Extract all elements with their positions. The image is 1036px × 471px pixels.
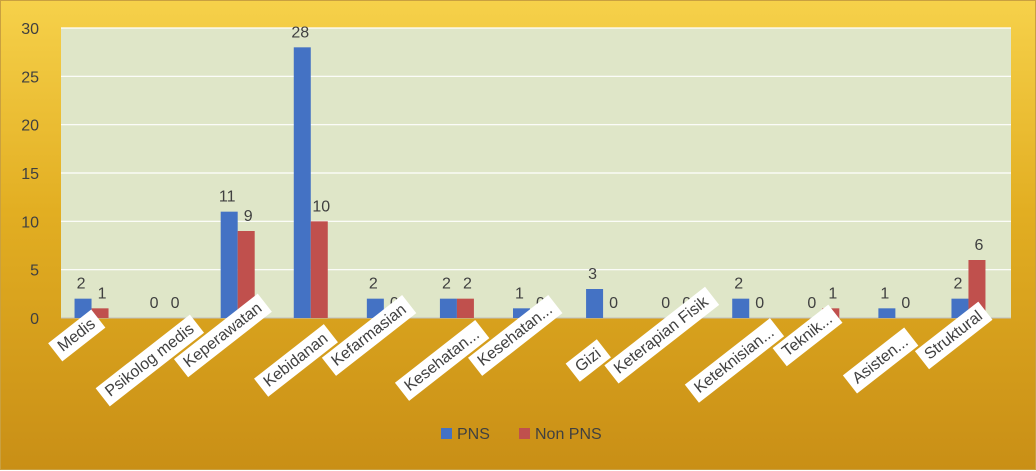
- bar-pns: [513, 308, 530, 318]
- category-label-bg: [565, 339, 611, 382]
- category-label-text: Kebidanan: [261, 330, 332, 391]
- category-label-text: Asisten...: [849, 333, 911, 387]
- category-label-bg: [772, 304, 843, 367]
- y-tick-label: 15: [21, 166, 39, 183]
- y-tick-label: 30: [21, 21, 39, 38]
- bar-non-pns: [456, 298, 474, 318]
- data-label: 2: [77, 276, 86, 293]
- bar-pns: [439, 298, 457, 318]
- y-tick-label: 20: [21, 118, 39, 135]
- data-label: 28: [291, 24, 309, 41]
- legend-label: PNS: [457, 426, 490, 443]
- data-label: 0: [150, 295, 159, 312]
- bar-pns: [878, 308, 896, 318]
- data-label: 2: [442, 276, 451, 293]
- bar-pns: [732, 298, 750, 318]
- legend-swatch: [441, 428, 452, 439]
- data-label: 1: [98, 285, 107, 302]
- bar-non-pns: [91, 308, 109, 318]
- legend-swatch: [519, 428, 530, 439]
- category-label: Asisten...: [842, 327, 919, 394]
- category-label: Keteknisian...: [684, 318, 785, 403]
- y-tick-label: 25: [21, 69, 39, 86]
- category-label-bg: [914, 301, 993, 370]
- data-label: 0: [661, 295, 670, 312]
- category-label-bg: [48, 309, 106, 362]
- data-label: 1: [515, 285, 524, 302]
- data-label: 0: [807, 295, 816, 312]
- category-label-bg: [468, 295, 563, 376]
- category-label-bg: [684, 318, 785, 403]
- category-label-bg: [321, 295, 417, 376]
- category-label-bg: [394, 320, 490, 401]
- data-label: 10: [312, 198, 330, 215]
- category-label-text: Keteknisian...: [691, 324, 777, 397]
- bar-pns: [220, 211, 238, 318]
- y-tick-label: 10: [21, 214, 39, 231]
- category-label-bg: [842, 327, 919, 394]
- data-label: 9: [244, 208, 253, 225]
- category-label: Gizi: [565, 339, 611, 382]
- bar-pns: [586, 289, 604, 318]
- data-label: 2: [369, 276, 378, 293]
- y-tick-label: 0: [30, 311, 39, 328]
- data-label: 0: [609, 295, 618, 312]
- legend-label: Non PNS: [535, 426, 602, 443]
- data-label: 2: [954, 276, 963, 293]
- category-label-bg: [254, 324, 338, 397]
- category-label-bg: [95, 314, 205, 407]
- data-label: 0: [901, 295, 910, 312]
- category-label-bg: [173, 293, 272, 378]
- y-tick-label: 5: [30, 263, 39, 280]
- bar-pns: [293, 47, 311, 318]
- data-label: 2: [734, 276, 743, 293]
- bar-non-pns: [237, 231, 255, 318]
- data-label: 6: [975, 237, 984, 254]
- data-label: 11: [219, 189, 236, 206]
- data-label: 0: [755, 295, 764, 312]
- bar-non-pns: [310, 221, 328, 318]
- category-label-bg: [604, 286, 720, 384]
- data-label: 2: [463, 276, 472, 293]
- data-label: 1: [880, 285, 889, 302]
- data-label: 3: [588, 266, 597, 283]
- data-label: 0: [171, 295, 180, 312]
- bar-non-pns: [968, 260, 986, 318]
- data-label: 1: [828, 285, 837, 302]
